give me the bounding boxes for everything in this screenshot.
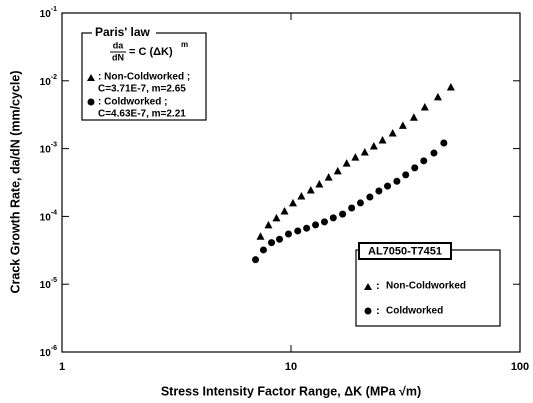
- data-point-circle: [320, 218, 328, 226]
- formula-num: da: [113, 40, 124, 50]
- legend-entry: Non-Coldworked: [386, 281, 466, 292]
- y-tick-base: 10: [40, 144, 52, 155]
- data-point-triangle: [351, 153, 360, 161]
- data-point-triangle: [342, 159, 351, 167]
- formula-den: dN: [112, 52, 124, 62]
- y-tick-exponent: -4: [51, 209, 57, 216]
- y-tick-exponent: -2: [51, 74, 57, 81]
- data-point-circle: [402, 171, 410, 179]
- data-point-triangle: [272, 213, 281, 222]
- data-point-triangle: [398, 121, 407, 129]
- legend-title-box: [358, 242, 452, 260]
- legend-marker-circle: [364, 307, 372, 315]
- data-point-triangle: [256, 232, 265, 240]
- data-point-circle: [366, 193, 374, 201]
- data-point-circle: [294, 227, 302, 235]
- data-point-circle: [393, 177, 401, 185]
- y-tick-base: 10: [40, 348, 52, 359]
- data-point-circle: [312, 221, 320, 229]
- x-tick-label: 100: [511, 361, 529, 373]
- y-tick-label: 10-2: [40, 74, 57, 88]
- y-tick-base: 10: [40, 212, 52, 223]
- y-axis-label: Crack Growth Rate, da/dN (mm/cycle): [8, 71, 22, 294]
- paris-entry: : Non-Coldworked ;: [98, 72, 190, 83]
- data-point-circle: [384, 182, 392, 190]
- legend-box: [355, 249, 501, 327]
- paris-params: C=3.71E-7, m=2.65: [98, 84, 186, 95]
- x-axis-label: Stress Intensity Factor Range, ΔK (MPa √…: [161, 384, 421, 398]
- data-point-triangle: [288, 198, 297, 207]
- formula-rhs: = C (ΔK): [129, 46, 173, 58]
- data-point-triangle: [324, 173, 333, 181]
- y-tick-label: 10-3: [40, 141, 57, 155]
- y-tick-base: 10: [40, 280, 52, 291]
- data-point-circle: [440, 139, 448, 147]
- data-point-triangle: [280, 207, 289, 215]
- data-point-triangle: [297, 191, 306, 200]
- legend-separator: :: [376, 280, 380, 292]
- data-point-triangle: [433, 92, 442, 101]
- y-tick-label: 10-1: [40, 6, 57, 20]
- paris-marker-circle: [87, 98, 95, 106]
- data-point-triangle: [333, 166, 342, 175]
- legend-separator: :: [376, 305, 380, 317]
- y-tick-exponent: -3: [51, 141, 57, 148]
- data-point-circle: [411, 164, 419, 172]
- data-point-triangle: [409, 113, 418, 121]
- data-point-triangle: [388, 128, 397, 137]
- data-point-circle: [252, 256, 260, 264]
- y-tick-label: 10-6: [40, 345, 57, 359]
- x-tick-label: 10: [285, 361, 297, 373]
- y-tick-exponent: -1: [51, 6, 57, 13]
- data-point-circle: [276, 235, 284, 243]
- data-point-triangle: [306, 186, 315, 194]
- data-point-triangle: [360, 148, 369, 156]
- data-point-circle: [259, 246, 267, 254]
- data-point-circle: [284, 230, 292, 238]
- data-point-triangle: [315, 180, 324, 188]
- x-tick-label: 1: [59, 361, 65, 373]
- legend-title: AL7050-T7451: [368, 245, 442, 257]
- y-tick-exponent: -6: [51, 345, 57, 352]
- data-point-triangle: [378, 135, 387, 144]
- y-tick-base: 10: [40, 76, 52, 87]
- data-point-triangle: [446, 83, 455, 91]
- data-point-circle: [375, 187, 383, 195]
- y-tick-exponent: -5: [51, 277, 57, 284]
- data-point-circle: [430, 149, 438, 157]
- data-point-triangle: [369, 142, 378, 150]
- data-point-circle: [303, 224, 311, 232]
- data-point-triangle: [264, 220, 273, 229]
- y-tick-label: 10-4: [40, 209, 57, 223]
- y-tick-label: 10-5: [40, 277, 57, 291]
- data-point-triangle: [420, 103, 429, 111]
- data-point-circle: [339, 210, 347, 218]
- data-point-circle: [348, 204, 356, 212]
- data-point-circle: [420, 157, 428, 165]
- data-point-circle: [329, 214, 337, 222]
- paris-title-bg: [92, 26, 156, 40]
- legend-marker-triangle: [364, 283, 372, 290]
- paris-marker-triangle: [87, 74, 95, 81]
- data-point-circle: [356, 199, 364, 207]
- legend-entry: Coldworked: [386, 306, 443, 317]
- paris-entry: : Coldworked ;: [98, 97, 167, 108]
- y-tick-base: 10: [40, 9, 52, 20]
- paris-title: Paris' law: [95, 25, 151, 39]
- data-point-circle: [268, 239, 276, 247]
- paris-params: C=4.63E-7, m=2.21: [98, 109, 186, 120]
- formula-exp: m: [181, 40, 188, 49]
